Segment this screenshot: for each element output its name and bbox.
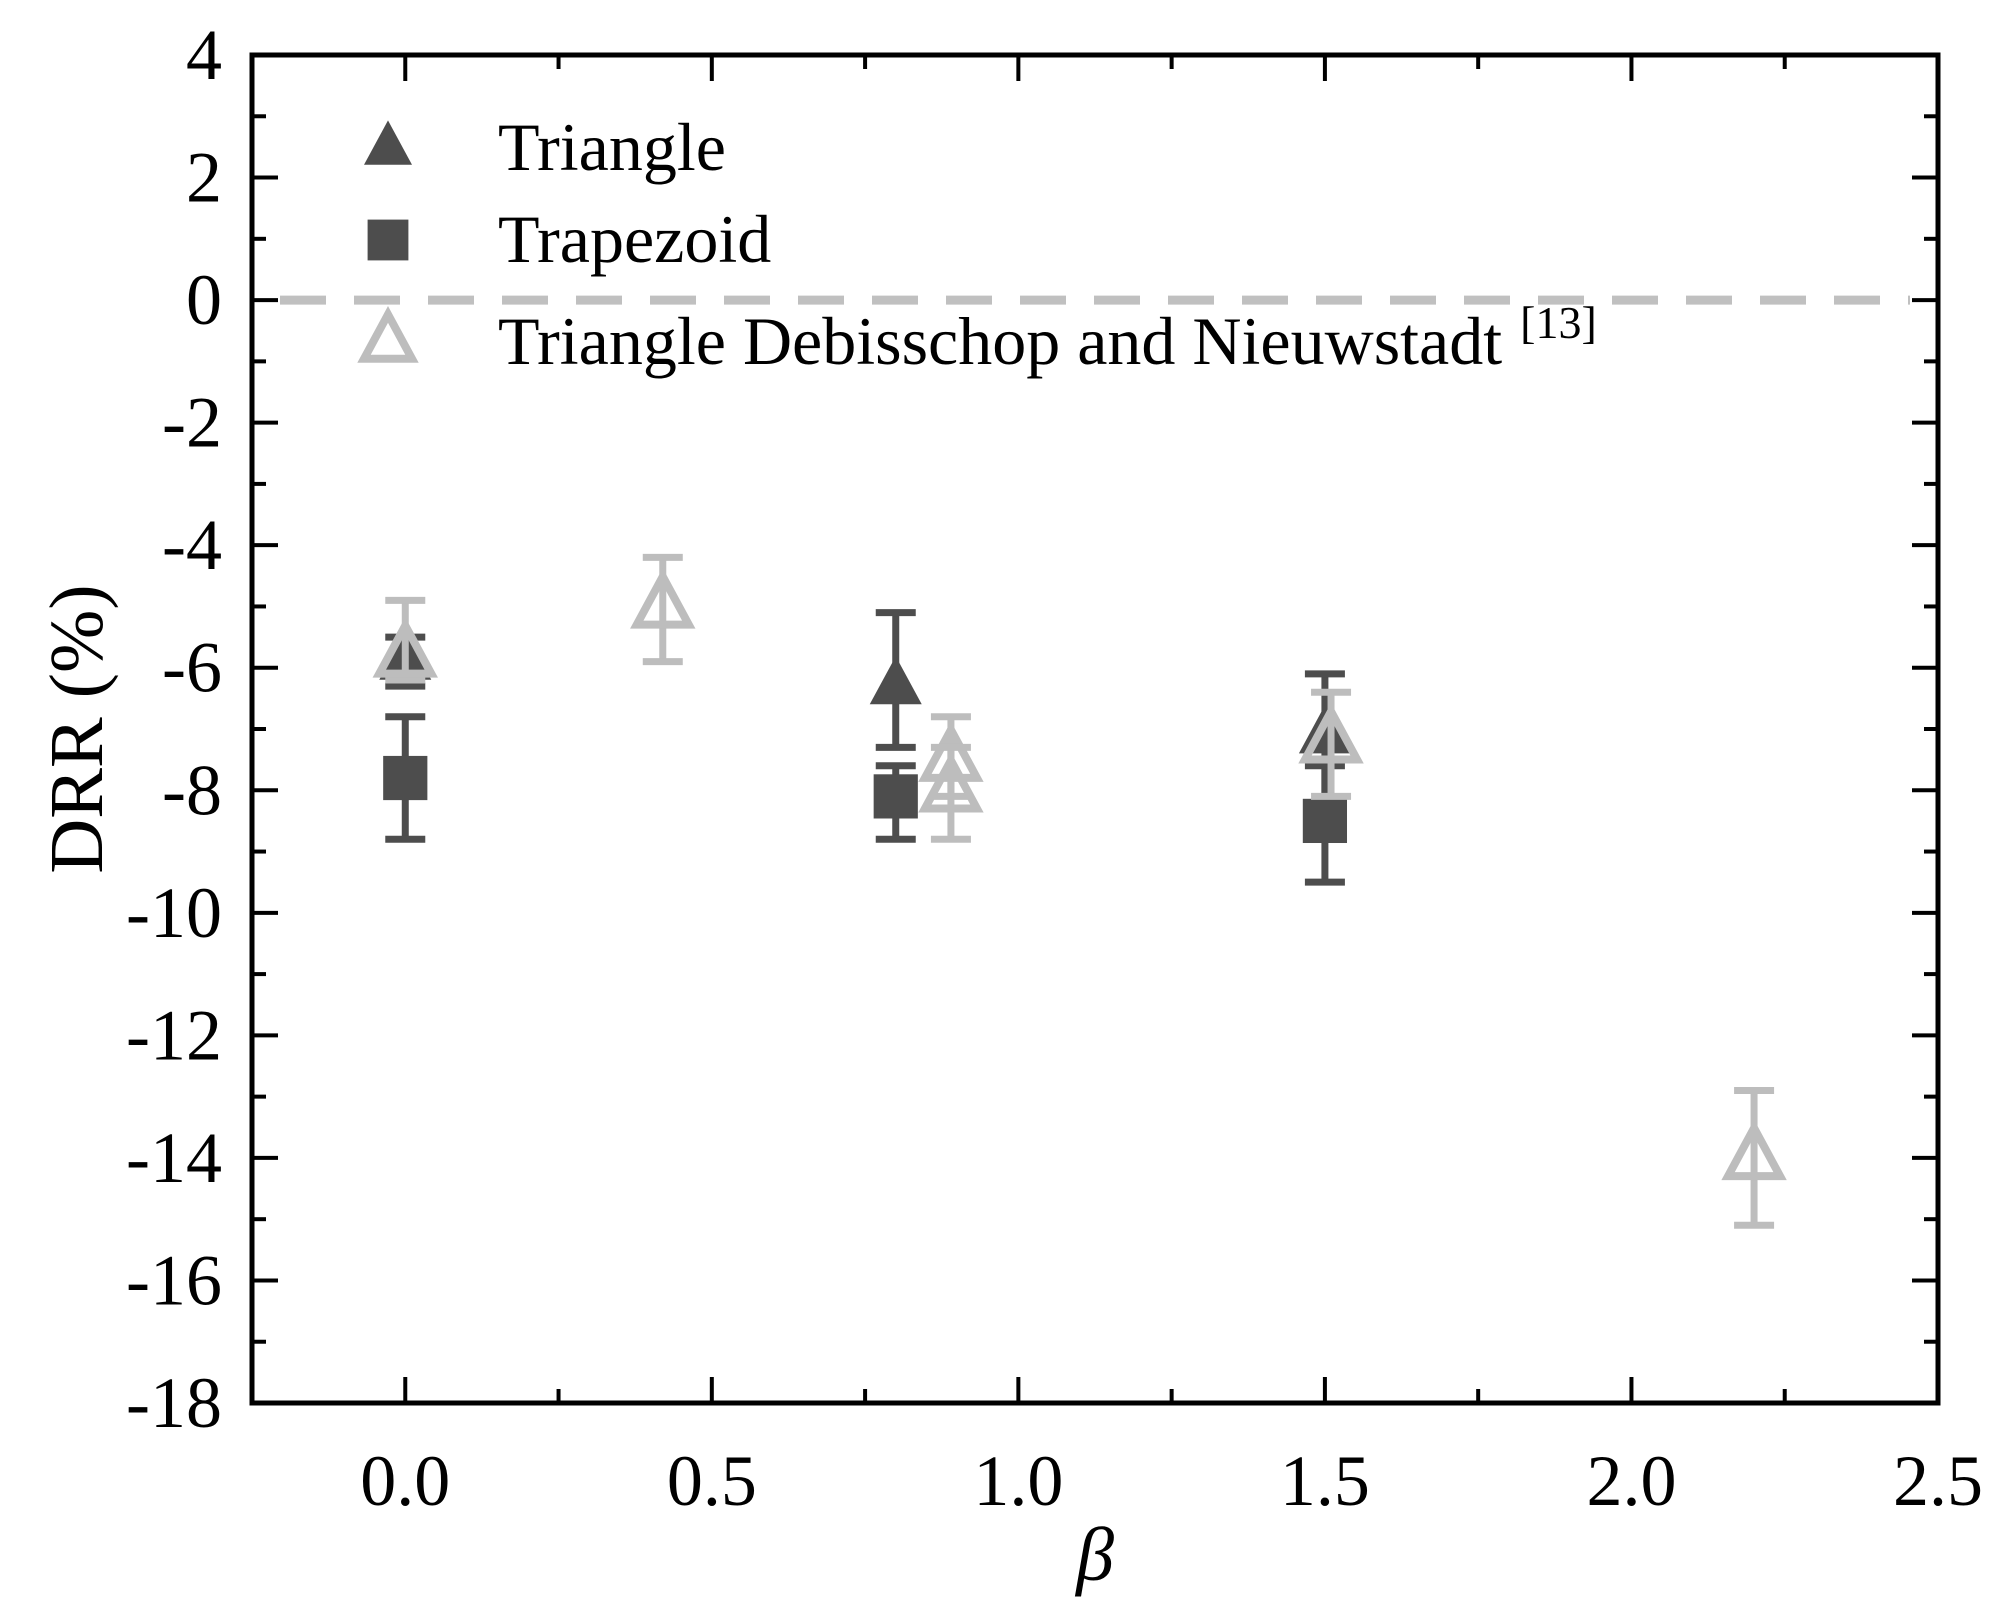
- y-tick-label: -8: [162, 750, 222, 830]
- y-tick-label: 0: [186, 260, 222, 340]
- data-point: [869, 656, 922, 705]
- y-tick-label: -12: [126, 995, 222, 1075]
- data-point: [372, 617, 438, 678]
- series-2: [383, 713, 1348, 886]
- y-tick-label: -4: [162, 505, 222, 585]
- x-tick-label: 0.5: [667, 1441, 757, 1521]
- data-point: [918, 751, 984, 813]
- x-tick-label: 1.0: [973, 1441, 1063, 1521]
- data-point: [383, 755, 428, 801]
- y-tick-label: -6: [162, 628, 222, 708]
- axis-ticks: 0.0 0.5 1.0 1.5 2.0 2.5 4 2 0 -2 -4 -6 -8 -10 -12 -14 -1…: [126, 15, 1983, 1521]
- series-3: [372, 553, 1787, 1229]
- x-tick-label: 2.0: [1586, 1441, 1676, 1521]
- legend-label: Triangle Debisschop and Nieuwstadt [13]: [498, 297, 1597, 379]
- y-tick-label: -2: [162, 383, 222, 463]
- legend: Triangle Trapezoid Triangle Debisschop and…: [357, 109, 1597, 379]
- data-series: [372, 553, 1787, 1229]
- y-axis-title: DRR (%): [35, 584, 119, 873]
- data-point: [1302, 798, 1348, 844]
- legend-marker: [357, 305, 419, 363]
- legend-label: Trapezoid: [498, 201, 771, 277]
- x-tick-label: 2.5: [1893, 1441, 1983, 1521]
- data-point: [1721, 1119, 1787, 1181]
- y-tick-label: -16: [126, 1240, 222, 1320]
- data-point: [630, 568, 696, 629]
- x-tick-label: 1.5: [1280, 1441, 1370, 1521]
- data-point: [1298, 702, 1364, 764]
- y-tick-label: -10: [126, 873, 222, 953]
- legend-marker: [367, 219, 409, 261]
- y-tick-label: -14: [126, 1118, 222, 1198]
- y-tick-label: 2: [186, 138, 222, 218]
- y-tick-label: -18: [126, 1363, 222, 1443]
- x-tick-label: 0.0: [360, 1441, 450, 1521]
- data-point: [873, 774, 918, 819]
- x-axis-title: β: [1074, 1513, 1114, 1597]
- y-tick-label: 4: [186, 15, 222, 95]
- legend-citation-superscript: [13]: [1520, 297, 1597, 348]
- legend-label: Triangle: [498, 109, 726, 185]
- legend-marker: [364, 120, 412, 165]
- plot-area: [252, 55, 1938, 1403]
